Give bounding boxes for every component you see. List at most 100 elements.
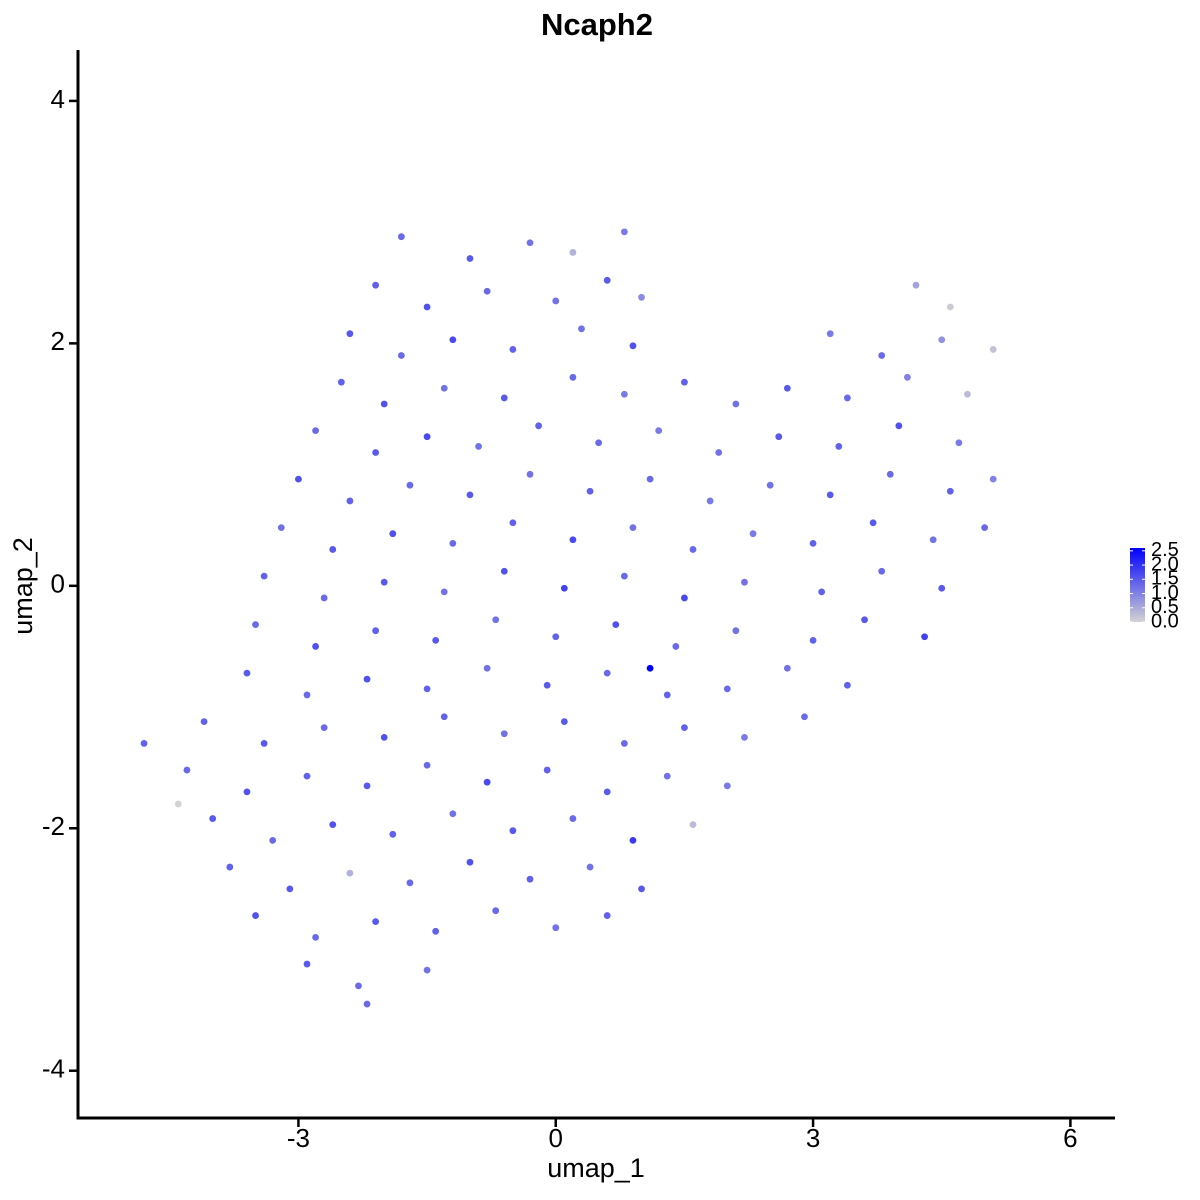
point <box>672 643 680 650</box>
point <box>449 336 457 344</box>
point <box>629 836 637 844</box>
colorbar-label: 0.5 <box>1151 596 1179 618</box>
point <box>346 869 354 877</box>
point <box>603 669 611 677</box>
point <box>440 384 448 392</box>
point <box>466 491 474 499</box>
point <box>826 330 834 338</box>
point <box>989 475 997 483</box>
point <box>809 636 817 644</box>
point <box>681 594 688 602</box>
point <box>552 297 560 305</box>
point <box>938 584 946 592</box>
point <box>346 497 354 505</box>
point <box>569 249 577 256</box>
point <box>440 588 448 596</box>
y-tick-label: -2 <box>42 811 65 841</box>
point <box>483 287 491 295</box>
point <box>389 530 397 538</box>
point <box>638 885 645 893</box>
y-tick-label: 2 <box>51 326 65 356</box>
x-tick-label: 6 <box>1063 1123 1077 1153</box>
point <box>612 621 620 629</box>
point <box>492 907 500 915</box>
point <box>560 718 568 725</box>
point <box>337 378 345 386</box>
colorbar-label: 2.0 <box>1151 553 1179 575</box>
point <box>878 352 886 359</box>
point <box>174 800 182 808</box>
point <box>380 400 388 408</box>
point <box>741 578 748 586</box>
point <box>389 830 397 838</box>
colorbar-label: 1.0 <box>1151 582 1179 604</box>
point <box>406 879 414 887</box>
point <box>586 487 594 495</box>
point <box>818 588 826 596</box>
point <box>277 524 285 532</box>
point <box>663 772 671 780</box>
point <box>620 228 628 236</box>
point <box>483 664 491 672</box>
point <box>638 293 645 301</box>
point <box>500 567 508 575</box>
point <box>526 239 534 247</box>
point <box>801 713 808 721</box>
point <box>543 681 551 689</box>
point <box>286 885 294 893</box>
point <box>500 730 508 738</box>
point <box>843 681 851 689</box>
point <box>895 422 903 430</box>
point <box>329 546 337 553</box>
point <box>964 390 971 398</box>
point <box>869 519 877 527</box>
point <box>397 233 405 241</box>
point <box>363 675 371 683</box>
point <box>989 346 997 353</box>
point <box>938 336 946 344</box>
point <box>432 927 440 935</box>
point <box>380 733 388 741</box>
point <box>843 394 851 402</box>
point <box>878 567 886 575</box>
point <box>423 433 431 441</box>
point <box>955 439 963 447</box>
point <box>783 384 791 392</box>
point <box>723 782 731 790</box>
point <box>440 713 448 721</box>
point <box>946 303 954 311</box>
point <box>509 827 517 835</box>
point <box>552 633 560 641</box>
point <box>715 449 723 456</box>
point <box>312 933 319 941</box>
point <box>423 685 431 693</box>
colorbar-label: 1.5 <box>1151 568 1179 590</box>
point <box>912 281 920 289</box>
point <box>466 858 474 866</box>
point <box>500 394 508 402</box>
point <box>252 621 259 629</box>
point <box>509 346 517 353</box>
point <box>140 740 148 747</box>
point <box>466 255 474 262</box>
point <box>423 966 431 974</box>
point <box>629 524 637 532</box>
point <box>603 912 611 919</box>
point <box>243 669 251 677</box>
y-axis-label: umap_2 <box>8 537 38 635</box>
point <box>809 539 817 547</box>
point <box>406 481 414 489</box>
point <box>629 342 637 350</box>
point <box>252 912 259 919</box>
point <box>423 303 431 311</box>
point <box>569 373 577 381</box>
point <box>904 373 911 381</box>
point <box>372 627 380 635</box>
x-tick-label: -3 <box>287 1123 310 1153</box>
point <box>363 782 371 790</box>
point <box>303 960 311 968</box>
point <box>423 761 431 769</box>
point <box>355 982 362 990</box>
point <box>449 810 457 818</box>
